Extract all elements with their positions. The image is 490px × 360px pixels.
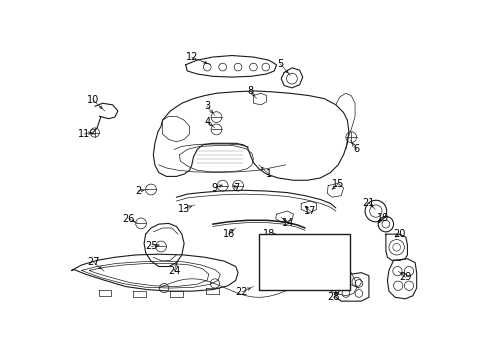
Text: 8: 8 xyxy=(247,86,253,96)
Text: 29: 29 xyxy=(400,272,412,282)
Text: 16: 16 xyxy=(222,229,235,239)
Text: 12: 12 xyxy=(186,52,198,62)
Text: 18: 18 xyxy=(263,229,275,239)
Text: 19: 19 xyxy=(377,213,389,223)
Text: 24: 24 xyxy=(168,266,180,276)
Text: 17: 17 xyxy=(304,206,317,216)
Text: 20: 20 xyxy=(393,229,406,239)
Text: 21: 21 xyxy=(363,198,375,208)
Text: 10: 10 xyxy=(87,95,99,105)
Text: 5: 5 xyxy=(277,59,284,69)
Text: 1: 1 xyxy=(266,169,272,179)
Text: 6: 6 xyxy=(354,144,360,154)
Text: 22: 22 xyxy=(236,287,248,297)
Text: 25: 25 xyxy=(146,242,158,252)
FancyBboxPatch shape xyxy=(259,234,350,289)
Text: 14: 14 xyxy=(282,219,294,228)
Text: 9: 9 xyxy=(212,183,218,193)
Text: 13: 13 xyxy=(178,204,190,214)
Text: 3: 3 xyxy=(204,101,210,111)
Text: 28: 28 xyxy=(327,292,340,302)
Text: 2: 2 xyxy=(135,186,141,196)
Text: 11: 11 xyxy=(78,129,90,139)
Text: 15: 15 xyxy=(332,179,344,189)
Text: 26: 26 xyxy=(122,214,135,224)
Text: 7: 7 xyxy=(233,183,240,193)
Text: 23: 23 xyxy=(309,275,321,285)
Text: 4: 4 xyxy=(204,117,210,127)
Text: 27: 27 xyxy=(87,257,99,267)
